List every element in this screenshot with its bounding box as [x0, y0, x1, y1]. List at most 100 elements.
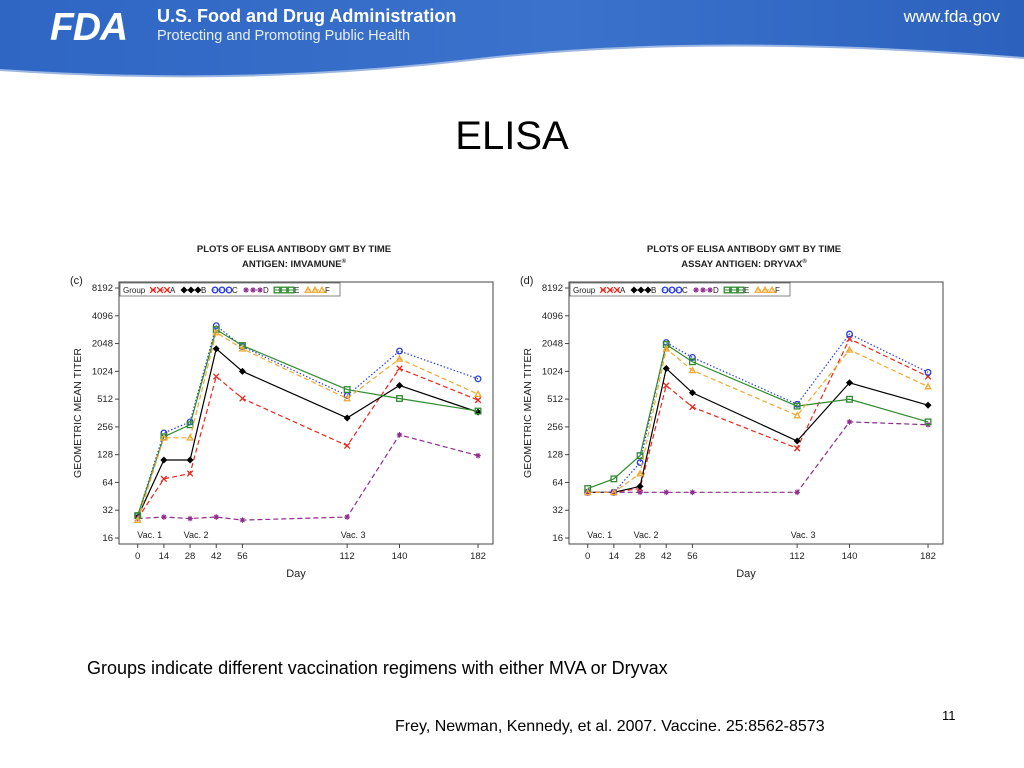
data-point [133, 515, 142, 524]
data-point [599, 286, 607, 294]
series-E [134, 326, 482, 520]
x-tick-label: 28 [635, 551, 646, 562]
slide-title: ELISA [455, 114, 569, 158]
data-point [212, 326, 220, 334]
data-point [318, 285, 326, 293]
series-line [137, 331, 479, 521]
slide-caption: Groups indicate different vaccination re… [87, 658, 668, 678]
data-point [160, 475, 168, 483]
x-tick-label: 182 [920, 551, 936, 562]
data-point [238, 344, 247, 352]
data-point [163, 286, 171, 294]
data-point [662, 364, 670, 372]
legend-title: Group [573, 286, 596, 295]
data-point [637, 489, 643, 496]
x-tick-label: 140 [842, 551, 858, 562]
data-point [287, 286, 295, 294]
data-point [396, 365, 403, 372]
x-axis-label: Day [736, 568, 756, 580]
data-point [723, 286, 731, 294]
data-point [395, 354, 404, 362]
data-point [636, 469, 644, 477]
data-point [180, 286, 188, 294]
data-point [663, 489, 670, 496]
chart-imvamune: PLOTS OF ELISA ANTIBODY GMT BY TIME ANTIG… [70, 244, 494, 580]
series-line [587, 343, 929, 490]
y-axis-label: GEOMETRIC MEAN TITER [72, 348, 84, 478]
series-line [137, 434, 479, 521]
data-point [213, 514, 220, 520]
data-point [583, 488, 592, 496]
data-point [243, 287, 249, 293]
data-point [212, 328, 221, 336]
x-tick-label: 56 [237, 551, 248, 562]
data-point [644, 286, 652, 294]
series-line [587, 333, 929, 493]
data-point [396, 395, 403, 402]
series-A [134, 365, 482, 522]
data-point [662, 344, 671, 352]
y-tick-label: 256 [97, 422, 113, 433]
legend-label: B [651, 286, 656, 295]
data-point [688, 389, 696, 397]
registered-mark: ® [342, 258, 347, 265]
data-point [273, 286, 281, 294]
data-point [343, 394, 352, 402]
y-tick-label: 1024 [542, 366, 563, 377]
x-axis-label: Day [286, 568, 306, 580]
data-point [211, 286, 219, 294]
y-tick-label: 8192 [92, 283, 113, 294]
y-tick-label: 64 [102, 477, 113, 488]
x-tick-label: 42 [211, 551, 222, 562]
series-line [137, 324, 479, 516]
y-tick-label: 32 [552, 505, 563, 516]
data-point [395, 381, 404, 389]
x-tick-label: 56 [687, 551, 698, 562]
data-point [845, 345, 854, 353]
data-point [689, 489, 696, 496]
data-point [160, 456, 168, 464]
y-tick-label: 128 [547, 450, 563, 461]
data-point [610, 475, 618, 483]
data-point [793, 402, 801, 410]
data-point [474, 389, 482, 398]
data-point [344, 514, 350, 520]
data-point [689, 403, 696, 411]
y-tick-label: 64 [552, 477, 563, 488]
y-tick-label: 2048 [542, 339, 563, 350]
agency-name: U.S. Food and Drug Administration [157, 6, 457, 26]
data-point [688, 366, 697, 374]
data-point [613, 286, 621, 294]
data-point [668, 286, 676, 294]
x-tick-label: 112 [790, 551, 805, 562]
data-point [924, 401, 932, 409]
data-point [584, 485, 592, 492]
registered-mark: ® [802, 258, 807, 265]
series-F [583, 344, 932, 496]
data-point [396, 432, 403, 438]
data-point [304, 285, 312, 293]
legend-label: F [775, 286, 780, 295]
plot-area [118, 281, 494, 545]
data-point [225, 286, 233, 294]
legend-label: C [232, 286, 238, 295]
legend-label: D [263, 286, 269, 295]
series-line [137, 367, 479, 519]
legend-label: F [325, 286, 330, 295]
data-point [156, 286, 164, 294]
y-axis-label: GEOMETRIC MEAN TITER [522, 348, 534, 478]
website-url[interactable]: www.fda.gov [903, 7, 1000, 26]
vaccination-annotation: Vac. 2 [634, 530, 659, 540]
x-tick-label: 182 [470, 551, 486, 562]
y-tick-label: 128 [97, 450, 113, 461]
data-point [609, 488, 618, 496]
data-point [636, 452, 644, 460]
data-point [149, 286, 157, 294]
data-point [250, 287, 256, 293]
chart-legend: Group A B C D E F [569, 282, 791, 297]
fda-logo[interactable]: FDA [50, 6, 128, 49]
x-tick-label: 112 [340, 551, 355, 562]
legend-label: D [713, 286, 719, 295]
data-point [688, 358, 696, 366]
y-tick-label: 16 [552, 533, 563, 544]
